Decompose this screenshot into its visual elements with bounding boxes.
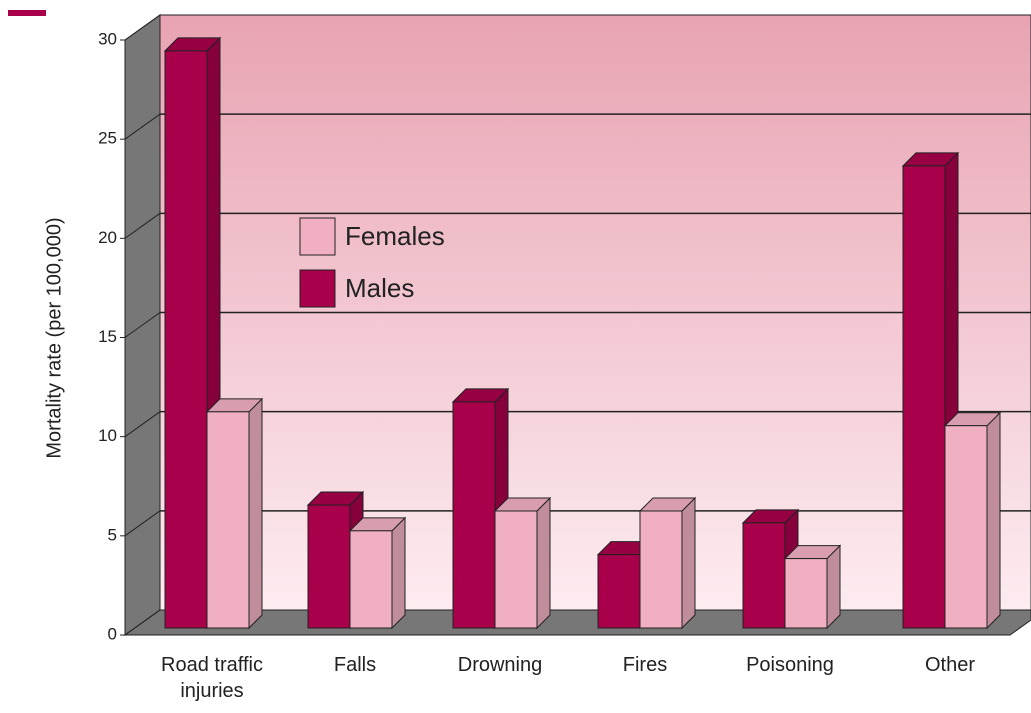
y-tick-label: 25 xyxy=(98,129,117,148)
x-tick-label: Falls xyxy=(333,654,377,676)
axis-diagonal xyxy=(124,312,161,338)
bar xyxy=(742,522,786,629)
bar-side xyxy=(826,544,841,630)
x-tick-label: Fires xyxy=(622,654,668,676)
axis-diagonal xyxy=(124,411,161,438)
legend-label: Males xyxy=(345,273,414,303)
logo-dash xyxy=(8,10,46,16)
bar xyxy=(349,530,393,629)
x-tick-label: Poisoning xyxy=(746,654,834,676)
axis-diagonal xyxy=(124,510,161,537)
y-tick-label: 30 xyxy=(98,29,117,48)
axis-diagonal xyxy=(124,113,161,140)
bar xyxy=(307,504,351,629)
bar xyxy=(452,401,496,629)
y-tick-label: 10 xyxy=(98,426,117,445)
y-tick-label: 15 xyxy=(98,327,117,346)
y-tick-label: 5 xyxy=(108,525,117,544)
y-axis-label: Mortality rate (per 100,000) xyxy=(43,217,65,458)
x-tick-label: Other xyxy=(924,654,976,676)
y-tick-label: 20 xyxy=(98,228,117,247)
bar xyxy=(206,411,250,629)
bar-side xyxy=(681,496,696,630)
y-tick-label: 0 xyxy=(108,624,117,643)
legend-swatch xyxy=(299,217,336,256)
bar xyxy=(494,510,538,629)
bar-side xyxy=(248,397,263,630)
x-tick-label: Road traffic injuries xyxy=(161,654,263,702)
axis-diagonal xyxy=(124,14,161,41)
legend-label: Females xyxy=(345,221,445,251)
bar xyxy=(639,510,683,629)
bar-side xyxy=(986,411,1001,630)
axis-diagonal xyxy=(124,609,161,636)
bar xyxy=(597,554,641,629)
x-tick-label: Drowning xyxy=(457,654,543,676)
bar-side xyxy=(536,496,551,630)
bar-side xyxy=(391,516,406,630)
bar xyxy=(164,50,208,629)
bar xyxy=(944,425,988,629)
bar xyxy=(902,165,946,629)
axis-diagonal xyxy=(124,212,161,239)
bar xyxy=(784,558,828,629)
legend-swatch xyxy=(299,269,336,308)
